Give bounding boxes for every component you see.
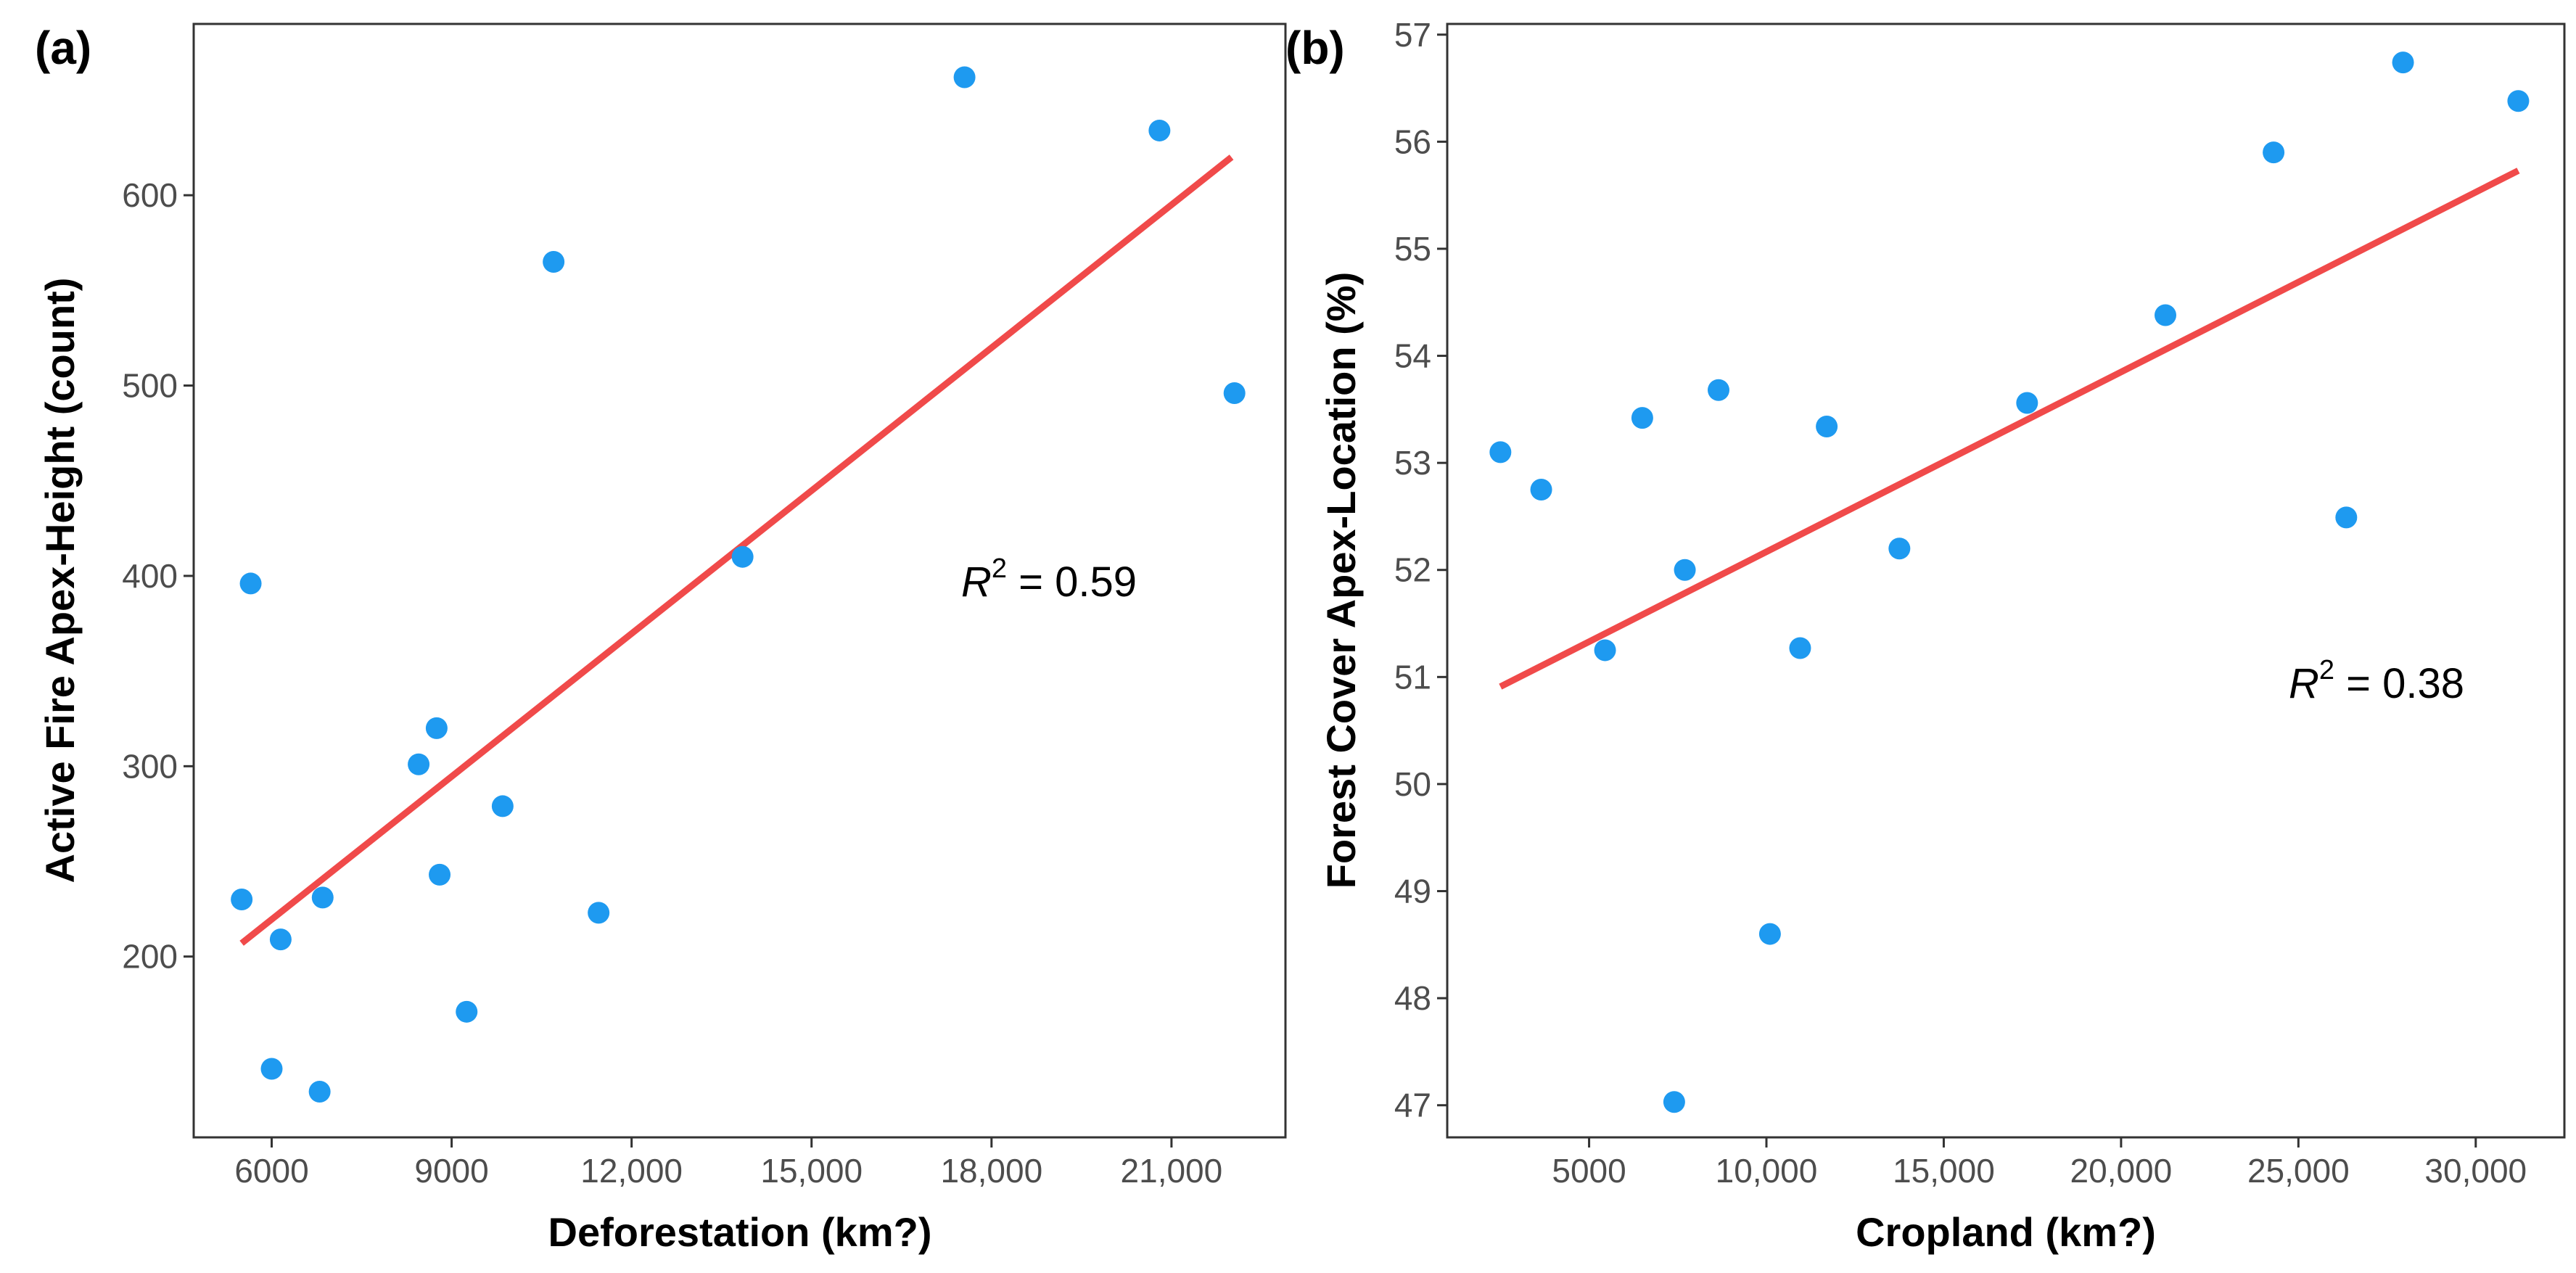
panel-a-x-tick-label: 21,000 <box>1121 1152 1223 1190</box>
panel-b-y-axis-title: Forest Cover Apex-Location (%) <box>1318 272 1364 889</box>
panel-b-y-tick-label: 47 <box>1394 1087 1431 1124</box>
panel-a-y-axis-title: Active Fire Apex-Height (count) <box>37 278 83 883</box>
panel-b-y-tick-label: 55 <box>1394 230 1431 268</box>
panel-a: (a) 200 300 400 500 600 6000 9000 12,000 15,000… <box>35 22 1287 1255</box>
panel-b-x-tick-label: 30,000 <box>2424 1152 2527 1190</box>
panel-a-r2-symbol: R <box>961 559 992 606</box>
panel-b-r2-value: = 0.38 <box>2334 660 2464 707</box>
panel-b-data-point <box>2392 52 2414 74</box>
panel-b-data-point <box>2263 141 2285 164</box>
panel-b-x-tick-label: 10,000 <box>1716 1152 1818 1190</box>
panel-b-data-point <box>2016 392 2038 414</box>
panel-a-data-point <box>429 863 451 886</box>
panel-b-y-tick-label: 51 <box>1394 658 1431 696</box>
panel-a-r2-value: = 0.59 <box>1007 559 1137 606</box>
panel-b-r2-annotation: R2 = 0.38 <box>2289 655 2464 707</box>
panel-b-x-tick-label: 15,000 <box>1893 1152 1995 1190</box>
panel-b-data-point <box>1816 415 1838 437</box>
panel-b-y-tick-label: 54 <box>1394 337 1431 375</box>
panel-b-data-point <box>1530 479 1552 501</box>
panel-a-data-point <box>425 717 448 739</box>
panel-b-y-tick-label: 56 <box>1394 123 1431 160</box>
panel-a-data-point <box>308 1081 331 1103</box>
panel-b-x-ticks: 5000 10,000 15,000 20,000 25,000 30,000 <box>1552 1137 2527 1190</box>
panel-b-data-point <box>2507 90 2530 112</box>
panel-a-r2-annotation: R2 = 0.59 <box>961 553 1137 606</box>
panel-a-y-tick-label: 300 <box>122 747 178 785</box>
panel-b-data-point <box>1663 1091 1685 1113</box>
panel-b-data-point <box>1489 441 1512 464</box>
panel-a-data-point <box>311 886 334 909</box>
panel-a-y-ticks: 200 300 400 500 600 <box>122 176 194 976</box>
panel-b-y-tick-label: 50 <box>1394 765 1431 803</box>
panel-a-label: (a) <box>35 22 91 74</box>
panel-b-data-point <box>1594 639 1616 662</box>
panel-b-data-point <box>1888 537 1911 560</box>
panel-a-data-point <box>543 250 565 273</box>
panel-b-data-point <box>2155 304 2176 326</box>
panel-b-r2-superscript: 2 <box>2319 655 2334 685</box>
panel-b-data-point <box>1758 923 1781 945</box>
panel-b-plot-border <box>1446 22 2566 1139</box>
panel-a-data-point <box>456 1000 478 1023</box>
panel-a-y-tick-label: 200 <box>122 938 178 976</box>
panel-b-y-tick-label: 53 <box>1394 444 1431 482</box>
panel-a-x-axis-title: Deforestation (km?) <box>548 1209 932 1255</box>
panel-a-plot-border <box>192 22 1287 1139</box>
panel-b-data-point <box>1631 407 1653 429</box>
panel-a-data-point <box>588 902 610 924</box>
panel-a-y-tick-label: 500 <box>122 367 178 405</box>
panel-b-data-point <box>1789 637 1811 659</box>
panel-a-data-point <box>1223 382 1246 405</box>
panel-a-data-point <box>1148 119 1171 141</box>
panel-a-x-tick-label: 12,000 <box>580 1152 683 1190</box>
panel-a-y-tick-label: 400 <box>122 557 178 595</box>
panel-b-label: (b) <box>1285 22 1345 74</box>
panel-b-data-point <box>1674 559 1696 581</box>
panel-a-data-point <box>260 1058 283 1080</box>
panel-b-points <box>1489 52 2530 1113</box>
panel-a-x-tick-label: 9000 <box>414 1152 488 1190</box>
panel-b-fit-line <box>1499 168 2520 690</box>
panel-a-x-tick-label: 6000 <box>234 1152 308 1190</box>
panel-b-x-tick-label: 20,000 <box>2070 1152 2173 1190</box>
panel-b-data-point <box>1708 379 1729 401</box>
panel-a-data-point <box>408 753 430 775</box>
panel-a-data-point <box>231 889 253 911</box>
panel-b-x-axis-title: Cropland (km?) <box>1856 1209 2156 1255</box>
panel-a-x-ticks: 6000 9000 12,000 15,000 18,000 21,000 <box>234 1137 1222 1190</box>
panel-a-y-tick-label: 600 <box>122 176 178 214</box>
panel-b-x-tick-label: 5000 <box>1552 1152 1626 1190</box>
panel-b-r2-symbol: R <box>2289 660 2319 707</box>
panel-a-data-point <box>269 928 292 951</box>
panel-b-y-tick-label: 52 <box>1394 551 1431 589</box>
panel-b-data-point <box>2335 506 2358 529</box>
panel-a-x-tick-label: 15,000 <box>760 1152 863 1190</box>
panel-b-y-ticks: 47 48 49 50 51 52 53 54 55 56 57 <box>1394 16 1447 1124</box>
panel-a-points <box>231 66 1246 1103</box>
panel-a-data-point <box>953 66 976 88</box>
panel-a-data-point <box>731 545 754 568</box>
panel-b-y-tick-label: 48 <box>1394 979 1431 1017</box>
panel-b-x-tick-label: 25,000 <box>2247 1152 2350 1190</box>
panel-b-y-tick-label: 49 <box>1394 873 1431 910</box>
panel-b-y-tick-label: 57 <box>1394 16 1431 54</box>
panel-a-r2-superscript: 2 <box>992 553 1007 584</box>
panel-a-data-point <box>491 795 514 817</box>
panel-b: (b) 47 48 49 50 51 52 53 54 55 56 57 5000 10,000 15,… <box>1285 16 2566 1255</box>
panel-a-data-point <box>239 572 262 595</box>
panel-a-x-tick-label: 18,000 <box>940 1152 1042 1190</box>
